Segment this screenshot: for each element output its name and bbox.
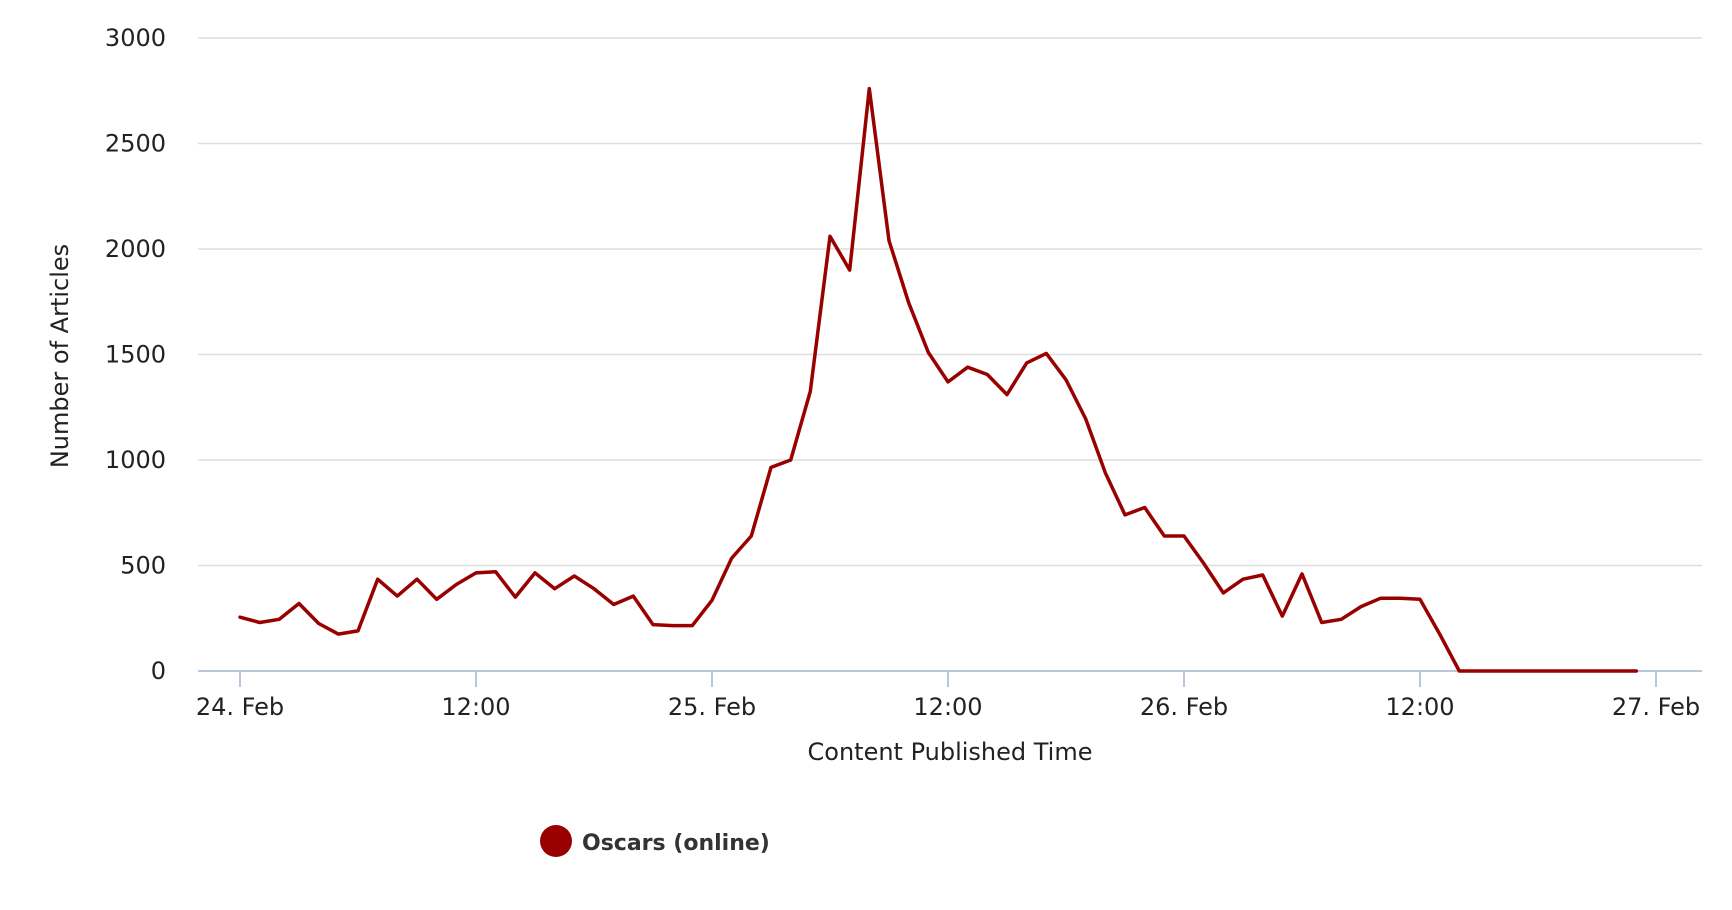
x-tick-label: 24. Feb bbox=[196, 693, 284, 721]
y-tick-label: 2000 bbox=[105, 235, 166, 263]
y-tick-label: 500 bbox=[120, 552, 166, 580]
x-tick-label: 12:00 bbox=[913, 693, 982, 721]
x-tick-label: 12:00 bbox=[1385, 693, 1454, 721]
x-tick-label: 26. Feb bbox=[1140, 693, 1228, 721]
legend-label: Oscars (online) bbox=[582, 831, 770, 856]
y-tick-label: 3000 bbox=[105, 24, 166, 52]
x-tick-label: 12:00 bbox=[441, 693, 510, 721]
series-layer bbox=[238, 86, 1639, 673]
y-tick-label: 0 bbox=[151, 657, 166, 685]
legend-marker-icon bbox=[540, 825, 572, 857]
grid-lines bbox=[198, 37, 1702, 567]
y-axis-title: Number of Articles bbox=[46, 244, 74, 468]
series-line-oscars-online[interactable] bbox=[238, 86, 1639, 673]
y-axis: 0 500 1000 1500 2000 2500 3000 bbox=[105, 24, 166, 685]
y-tick-label: 1500 bbox=[105, 341, 166, 369]
y-tick-label: 2500 bbox=[105, 130, 166, 158]
x-tick-label: 27. Feb bbox=[1612, 693, 1700, 721]
y-tick-label: 1000 bbox=[105, 446, 166, 474]
x-axis: 24. Feb 12:00 25. Feb 12:00 26. Feb 12:00 27. … bbox=[196, 670, 1702, 721]
x-tick-label: 25. Feb bbox=[668, 693, 756, 721]
legend[interactable]: Oscars (online) bbox=[540, 825, 770, 857]
x-axis-title: Content Published Time bbox=[808, 738, 1093, 766]
